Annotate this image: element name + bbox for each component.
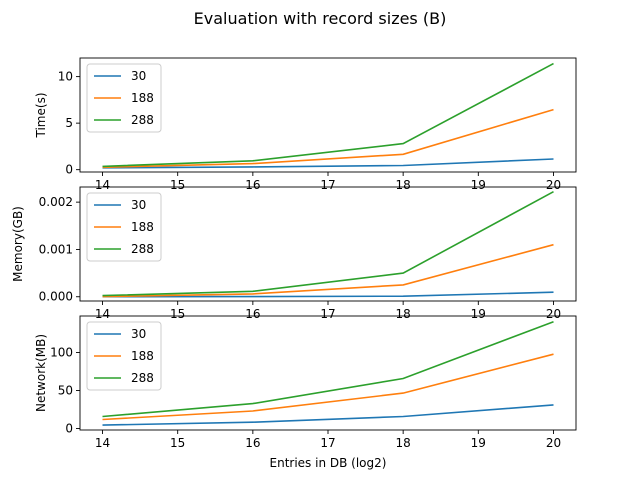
legend-box [86, 321, 162, 391]
y-tick-label: 0 [65, 163, 73, 177]
legend-box [86, 192, 162, 262]
x-tick-label: 18 [396, 436, 411, 450]
x-tick-label: 17 [320, 307, 335, 321]
y-tick-label: 0 [65, 421, 73, 435]
y-tick-label: 0.000 [39, 290, 73, 304]
x-tick-label: 14 [95, 178, 110, 192]
legend-label-188: 188 [131, 349, 154, 363]
y-tick-label: 5 [65, 116, 73, 130]
legend-label-30: 30 [131, 198, 146, 212]
x-tick-label: 15 [170, 436, 185, 450]
legend-label-30: 30 [131, 327, 146, 341]
x-tick-label: 20 [546, 436, 561, 450]
x-tick-label: 15 [170, 307, 185, 321]
legend-label-288: 288 [131, 242, 154, 256]
legend: 30 188 288 [86, 63, 162, 133]
series-line-30 [102, 158, 554, 169]
y-axis-label: Memory(GB) [11, 206, 25, 282]
x-tick-label: 19 [471, 307, 486, 321]
y-axis-label: Network(MB) [34, 334, 48, 412]
figure-title: Evaluation with record sizes (B) [194, 9, 447, 28]
x-tick-label: 14 [95, 436, 110, 450]
series-line-188 [102, 353, 554, 421]
legend: 30 188 288 [86, 192, 162, 262]
legend: 30 188 288 [86, 321, 162, 391]
legend-label-288: 288 [131, 371, 154, 385]
x-tick-label: 20 [546, 307, 561, 321]
y-tick-label: 0.002 [39, 195, 73, 209]
legend-label-188: 188 [131, 220, 154, 234]
series-line-288 [102, 320, 554, 418]
legend-box [86, 63, 162, 133]
x-tick-label: 18 [396, 178, 411, 192]
x-tick-label: 16 [245, 307, 260, 321]
series-line-188 [102, 108, 554, 169]
y-axis-label: Time(s) [34, 93, 48, 139]
y-tick-label: 50 [58, 383, 73, 397]
x-tick-label: 19 [471, 436, 486, 450]
x-tick-label: 15 [170, 178, 185, 192]
subplot-2: 14 15 16 17 18 19 20 0.000 0.001 0.002 Memory(GB) 3… [11, 186, 577, 321]
legend-label-188: 188 [131, 91, 154, 105]
series-line-288 [102, 62, 554, 168]
x-tick-label: 17 [320, 436, 335, 450]
series-line-188 [102, 243, 554, 298]
x-tick-label: 14 [95, 307, 110, 321]
x-tick-label: 16 [245, 436, 260, 450]
series-line-288 [102, 190, 554, 297]
y-tick-label: 0.001 [39, 242, 73, 256]
y-tick-label: 100 [50, 345, 73, 359]
x-tick-label: 16 [245, 178, 260, 192]
legend-label-288: 288 [131, 113, 154, 127]
legend-label-30: 30 [131, 69, 146, 83]
x-tick-label: 18 [396, 307, 411, 321]
subplot-1: 14 15 16 17 18 19 20 0 5 10 Time(s) 30 188 288 [34, 57, 577, 192]
x-axis-label: Entries in DB (log2) [270, 456, 387, 470]
x-tick-label: 19 [471, 178, 486, 192]
y-tick-label: 10 [58, 70, 73, 84]
x-tick-label: 17 [320, 178, 335, 192]
x-tick-label: 20 [546, 178, 561, 192]
series-line-30 [102, 291, 554, 298]
series-line-30 [102, 404, 554, 426]
